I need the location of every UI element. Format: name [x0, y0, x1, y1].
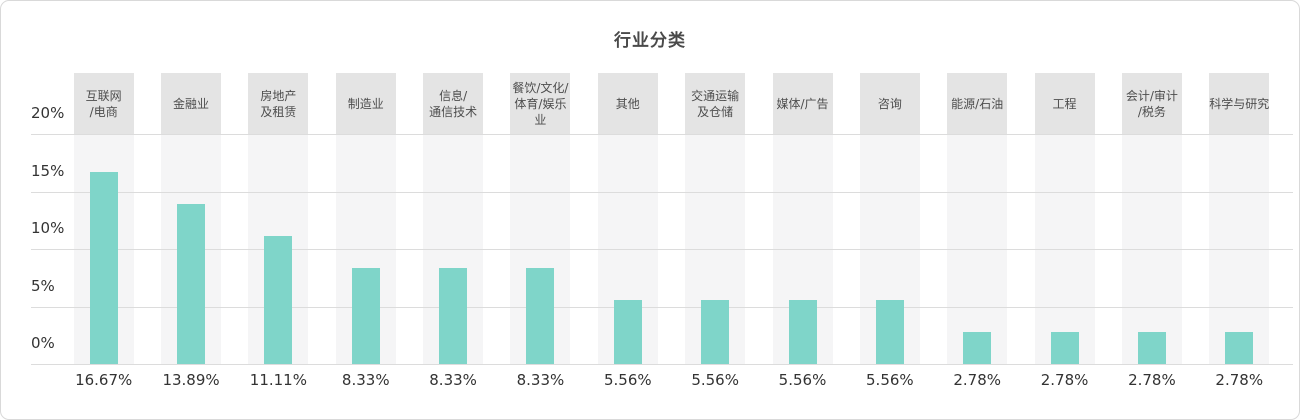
category-label-line: 信息/ — [439, 88, 468, 103]
value-label: 8.33% — [341, 371, 390, 389]
category-label-line: 其他 — [615, 96, 640, 111]
category-header: 互联网/电商 — [73, 73, 134, 134]
gridline — [31, 134, 1293, 135]
category-label-line: 金融业 — [173, 96, 210, 111]
category-label-line: 能源/石油 — [951, 96, 1004, 111]
category-header: 科学与研究 — [1209, 73, 1269, 134]
category-label-line: 媒体/广告 — [776, 96, 829, 111]
value-label: 2.78% — [953, 371, 1002, 389]
category-header: 金融业 — [161, 73, 222, 134]
category-header: 咨询 — [859, 73, 920, 134]
bar[interactable] — [351, 268, 380, 364]
value-label: 5.56% — [603, 371, 652, 389]
category-header: 餐饮/文化/体育/娱乐业 — [510, 73, 571, 134]
category-header: 其他 — [597, 73, 658, 134]
category-label-line: /税务 — [1137, 104, 1166, 119]
bar[interactable] — [613, 300, 642, 364]
category-header: 房地产 及租赁 — [248, 73, 309, 134]
y-axis-tick-label: 0% — [31, 334, 55, 352]
y-axis-tick-label: 10% — [31, 219, 65, 237]
category-label-line: 及仓储 — [697, 104, 734, 119]
chart-title: 行业分类 — [614, 31, 686, 51]
category-label-line: 房地产 — [260, 88, 297, 103]
value-label: 5.56% — [691, 371, 739, 389]
category-label-line: 及租赁 — [260, 104, 297, 119]
value-label: 8.33% — [429, 371, 477, 389]
category-label-line: /电商 — [89, 104, 118, 119]
value-label: 11.11% — [249, 371, 307, 389]
bar[interactable] — [963, 332, 992, 364]
y-axis-tick-label: 20% — [31, 104, 65, 122]
gridline — [31, 191, 1293, 193]
gridline — [31, 364, 1293, 365]
category-label-line: 互联网 — [85, 88, 122, 103]
bar[interactable] — [89, 172, 118, 364]
category-label-line: 工程 — [1052, 96, 1077, 111]
bar[interactable] — [701, 300, 730, 364]
y-axis-tick-label: 5% — [31, 276, 55, 295]
category-header: 会计/审计/税务 — [1121, 73, 1182, 134]
category-header: 交通运输 及仓储 — [685, 73, 746, 134]
value-label: 13.89% — [162, 371, 220, 389]
value-label: 2.78% — [1128, 371, 1176, 389]
value-label: 2.78% — [1040, 371, 1089, 389]
bar[interactable] — [788, 300, 817, 364]
y-axis-tick-label: 15% — [31, 161, 65, 180]
category-header: 信息/通信技术 — [423, 73, 484, 134]
value-label: 5.56% — [778, 371, 827, 389]
category-label-line: 科学与研究 — [1209, 96, 1270, 111]
value-label: 16.67% — [75, 371, 133, 389]
bar[interactable] — [1225, 332, 1254, 364]
category-label-line: 会计/审计 — [1125, 88, 1178, 103]
bar[interactable] — [439, 268, 468, 364]
value-label: 2.78% — [1215, 371, 1264, 389]
category-label-line: 体育/娱乐业 — [514, 96, 567, 127]
category-label-line: 交通运输 — [691, 88, 740, 103]
category-label-line: 咨询 — [877, 96, 902, 111]
bar[interactable] — [526, 268, 555, 364]
category-header: 制造业 — [335, 73, 396, 134]
value-label: 8.33% — [516, 371, 565, 389]
bar[interactable] — [264, 236, 293, 364]
bar[interactable] — [177, 204, 206, 364]
category-header: 能源/石油 — [947, 73, 1008, 134]
value-label: 5.56% — [866, 371, 914, 389]
category-label-line: 通信技术 — [429, 104, 478, 119]
gridline — [31, 306, 1293, 308]
category-header: 媒体/广告 — [772, 73, 833, 134]
bar[interactable] — [1137, 332, 1166, 364]
bar[interactable] — [875, 300, 904, 364]
category-label-line: 制造业 — [347, 96, 384, 111]
category-header: 工程 — [1034, 73, 1095, 134]
bar[interactable] — [1050, 332, 1079, 364]
gridline — [31, 249, 1293, 250]
category-label-line: 餐饮/文化/ — [512, 80, 569, 95]
